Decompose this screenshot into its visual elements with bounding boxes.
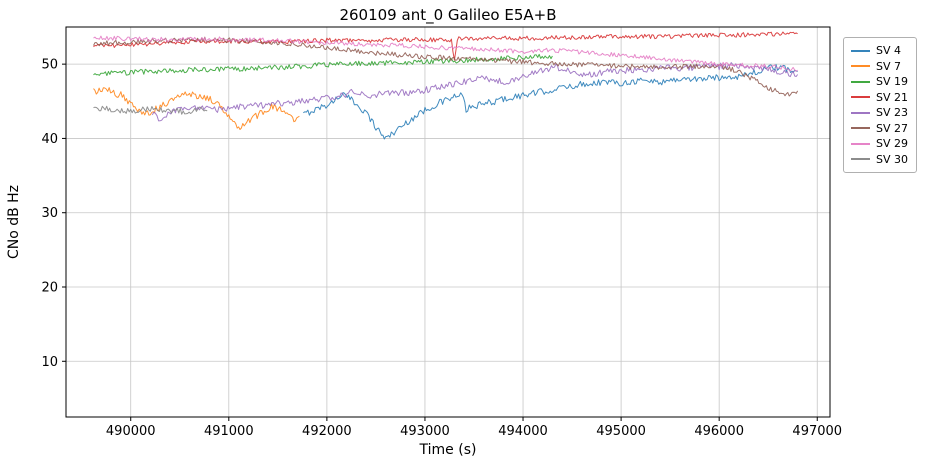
legend-swatch-icon [851,127,870,130]
x-tick-label: 494000 [498,424,548,439]
legend-swatch-icon [851,80,870,83]
legend-swatch-icon [851,96,870,99]
series-line-sv-19 [93,53,553,76]
y-tick-label: 20 [41,281,58,296]
y-tick-label: 50 [41,58,58,73]
series-line-sv-4 [303,64,798,140]
chart-title: 260109 ant_0 Galileo E5A+B [339,6,557,24]
series-lines [93,31,799,140]
x-tick-label: 492000 [302,424,352,439]
y-tick-label: 10 [41,355,58,370]
series-line-sv-27 [93,36,799,97]
series-line-sv-23 [151,62,799,122]
axis-ticks: 490000 491000 492000 493000 494000 495000 4960… [41,58,842,439]
legend-item-sv-30: SV 30 [851,152,908,168]
grid-lines [66,27,830,417]
series-line-sv-29 [93,35,798,72]
y-tick-label: 40 [41,132,58,147]
x-tick-label: 497000 [792,424,842,439]
x-tick-label: 496000 [694,424,744,439]
series-line-sv-30 [93,105,208,115]
legend-swatch-icon [851,111,870,114]
axes-border [65,26,831,418]
x-tick-label: 490000 [106,424,156,439]
legend-label: SV 19 [876,75,909,88]
x-tick-label: 493000 [400,424,450,439]
x-tick-label: 491000 [204,424,254,439]
legend-item-sv-23: SV 23 [851,105,908,121]
legend-label: SV 7 [876,59,902,73]
legend-swatch-icon [851,49,870,52]
legend-label: SV 30 [876,152,909,166]
legend-label: SV 27 [876,121,909,135]
x-tick-label: 495000 [596,424,646,439]
legend-swatch-icon [851,65,870,68]
legend-label: SV 23 [876,106,909,119]
legend-label: SV 4 [876,44,902,57]
legend-item-sv-29: SV 29 [851,136,908,152]
series-line-sv-21 [93,31,798,61]
legend: SV 4 SV 7 SV 19 SV 21 SV 23 SV 27 SV 29 SV 30 [843,37,918,173]
legend-item-sv-27: SV 27 [851,121,908,137]
x-axis-label: Time (s) [419,442,477,458]
legend-label: SV 21 [876,90,909,104]
y-tick-label: 30 [41,206,58,221]
legend-label: SV 29 [876,137,909,150]
legend-item-sv-19: SV 19 [851,74,908,90]
legend-swatch-icon [851,142,870,145]
legend-item-sv-21: SV 21 [851,90,908,106]
legend-item-sv-4: SV 4 [851,43,908,59]
legend-swatch-icon [851,158,870,161]
series-line-sv-7 [93,87,300,130]
legend-item-sv-7: SV 7 [851,59,908,75]
